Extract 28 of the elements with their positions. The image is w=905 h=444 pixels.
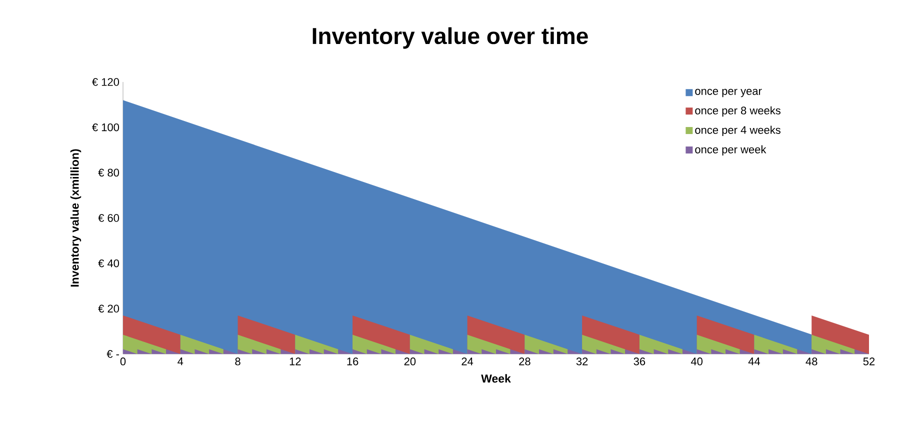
x-tick-label: 12 bbox=[290, 358, 301, 366]
legend-label: once per 4 weeks bbox=[695, 126, 780, 136]
x-tick-label: 44 bbox=[748, 358, 760, 366]
x-tick-label: 36 bbox=[634, 358, 646, 366]
x-tick-label: 16 bbox=[347, 358, 358, 366]
y-tick-label: € 40 bbox=[98, 259, 120, 268]
x-tick-label: 28 bbox=[519, 358, 530, 366]
x-tick-label: 32 bbox=[576, 358, 588, 366]
x-tick-label: 4 bbox=[178, 358, 184, 366]
legend-label: once per year bbox=[695, 88, 762, 98]
x-tick-label: 52 bbox=[863, 358, 875, 366]
x-tick-label: 0 bbox=[120, 358, 126, 366]
y-tick-label: € - bbox=[106, 350, 119, 358]
y-tick-label: € 120 bbox=[92, 78, 120, 86]
x-tick-label: 8 bbox=[235, 358, 240, 366]
y-tick-label: € 20 bbox=[98, 304, 120, 313]
legend-label: once per week bbox=[695, 145, 766, 156]
legend-label: once per 8 weeks bbox=[695, 106, 780, 117]
y-tick-label: € 80 bbox=[98, 168, 120, 177]
y-tick-label: € 60 bbox=[98, 214, 120, 222]
x-tick-label: 48 bbox=[806, 358, 818, 366]
x-axis-title: Week bbox=[481, 374, 511, 383]
y-tick-label: € 100 bbox=[92, 123, 120, 132]
y-axis-title: Inventory value (xmillion) bbox=[70, 149, 82, 287]
x-tick-label: 24 bbox=[462, 358, 474, 366]
x-tick-label: 40 bbox=[690, 358, 703, 366]
chart-title: Inventory value over time bbox=[312, 27, 588, 49]
x-tick-label: 20 bbox=[404, 358, 416, 366]
